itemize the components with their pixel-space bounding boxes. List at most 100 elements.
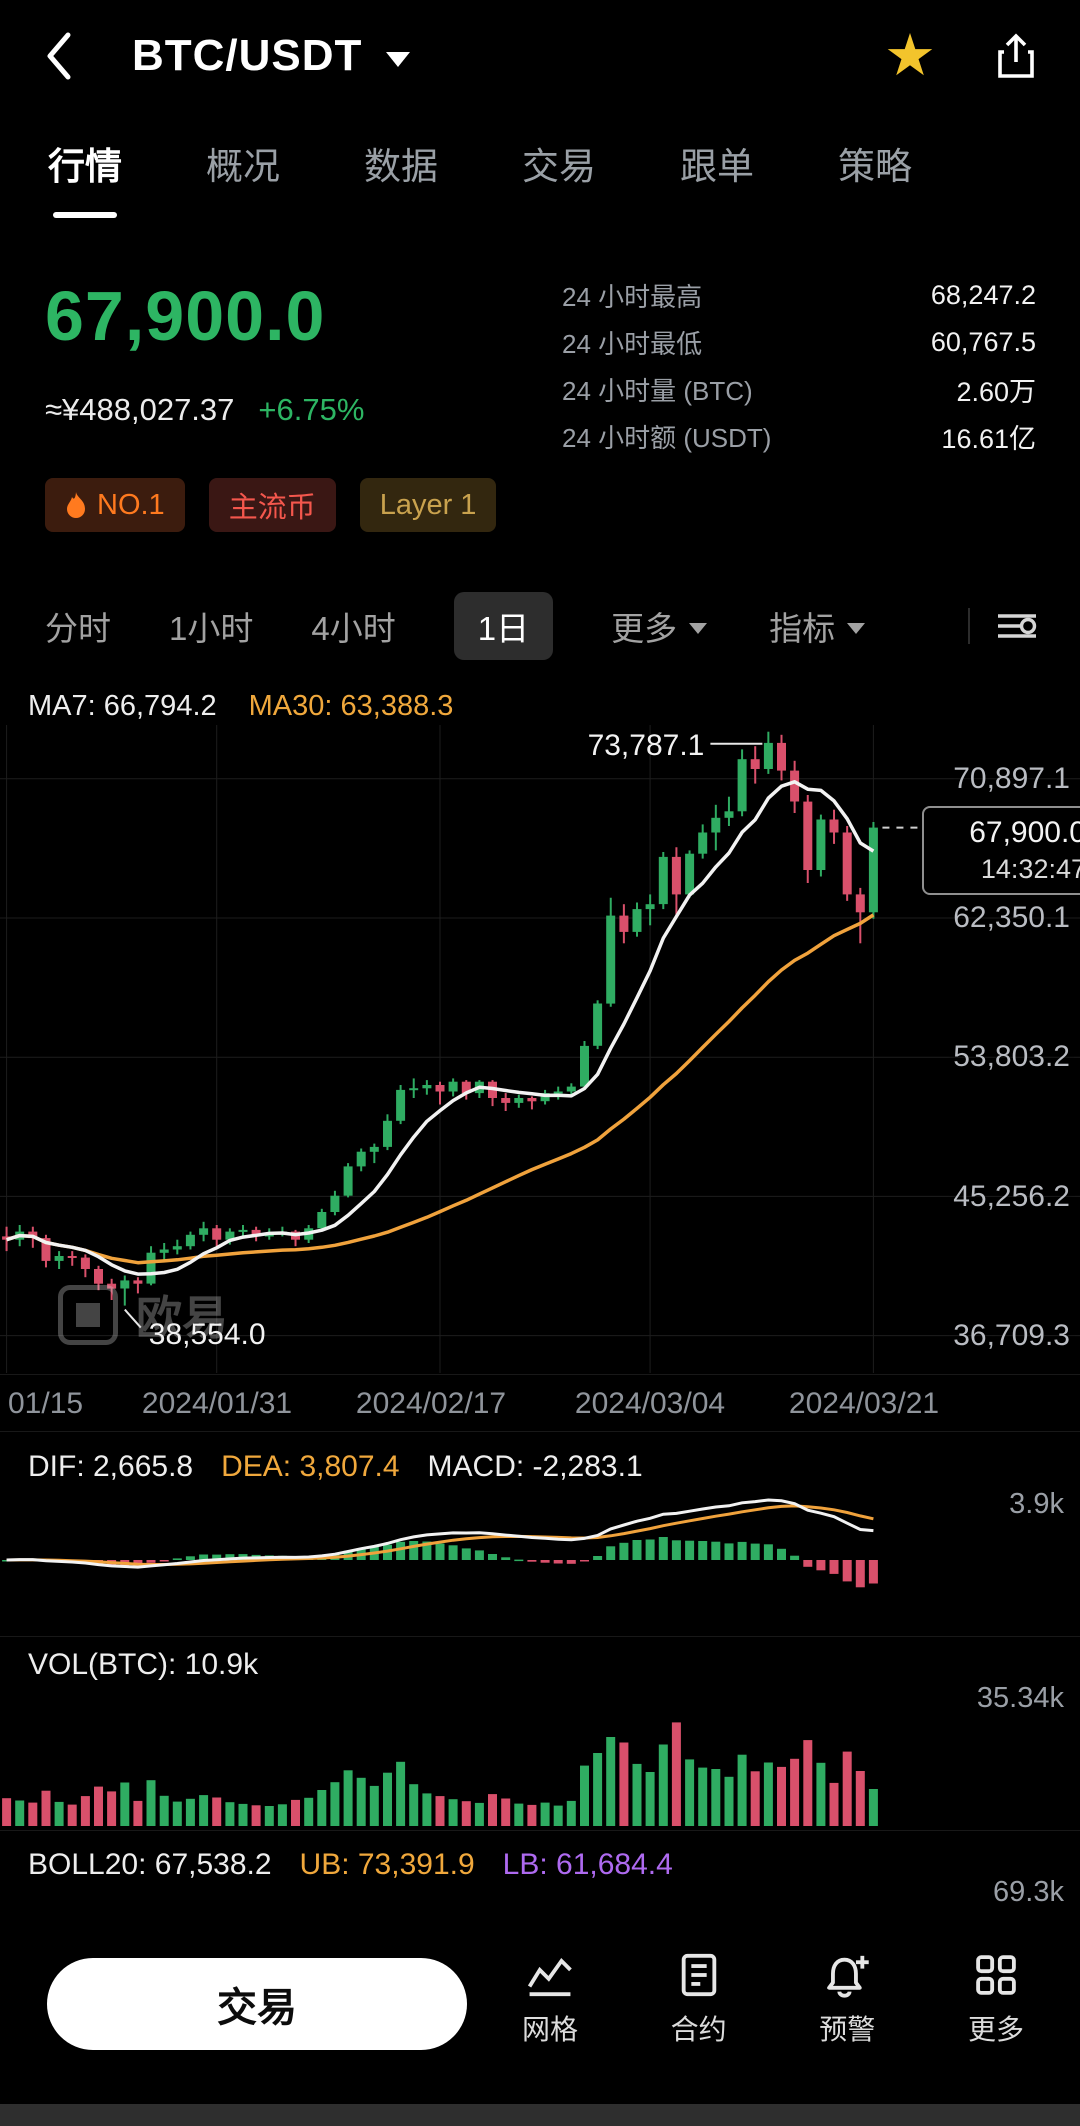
trade-button[interactable]: 交易	[47, 1958, 467, 2050]
tag-time: 14:32:47	[980, 853, 1080, 884]
x-axis: 01/15 2024/01/31 2024/02/17 2024/03/04 2…	[0, 1374, 1080, 1432]
lb-legend: LB: 61,684.4	[502, 1848, 673, 1881]
indicator-label: 指标	[769, 610, 836, 647]
chart-settings-icon[interactable]	[996, 610, 1040, 642]
macd-value-legend: MACD: -2,283.1	[427, 1450, 643, 1483]
last-price: 67,900.0	[45, 277, 326, 355]
vol-legend: VOL(BTC): 10.9k	[28, 1648, 258, 1682]
divider	[0, 1636, 1080, 1637]
token-badges: NO.1 主流币 Layer 1	[45, 478, 497, 532]
badge-rank[interactable]: NO.1	[45, 478, 185, 532]
alert-bell-icon	[827, 1955, 870, 1998]
fiat-value: ≈¥488,027.37	[45, 392, 235, 427]
ub-legend: UB: 73,391.9	[299, 1848, 475, 1881]
badge-layer1[interactable]: Layer 1	[359, 478, 497, 532]
tf-more-label: 更多	[611, 610, 678, 647]
more-grid-icon	[976, 1955, 1016, 1995]
boll-axis-max: 69.3k	[993, 1876, 1064, 1908]
tf-1d-selected[interactable]: 1日	[453, 592, 554, 660]
stat-label: 24 小时量 (BTC)	[562, 376, 753, 406]
tab-market[interactable]: 行情	[48, 136, 122, 218]
divider	[968, 608, 970, 644]
bottom-bar: 交易 网格 合约	[0, 1928, 1080, 2104]
low-annotation: 38,554.0	[148, 1317, 266, 1351]
back-button[interactable]	[42, 28, 82, 84]
ma-legend: MA7: 66,794.2 MA30: 63,388.3	[28, 690, 453, 723]
dif-legend: DIF: 2,665.8	[28, 1450, 194, 1483]
divider	[0, 1830, 1080, 1831]
top-bar: BTC/USDT ★	[0, 18, 1080, 94]
timeframe-bar: 分时 1小时 4小时 1日 更多 指标	[45, 592, 1040, 660]
tab-copy[interactable]: 跟单	[680, 146, 754, 187]
high-annotation: 73,787.1	[587, 728, 705, 762]
stat-value: 68,247.2	[930, 280, 1036, 310]
x-axis-label: 01/15	[8, 1387, 84, 1420]
action-label: 网格	[521, 2014, 578, 2045]
last-price-tag: 67,900.0 14:32:47	[922, 805, 1080, 895]
boll-value-legend: BOLL20: 67,538.2	[28, 1848, 272, 1881]
tf-4h[interactable]: 4小时	[311, 610, 396, 647]
grid-trading-button[interactable]: 网格	[494, 1952, 606, 2048]
watermark-text: 欧易	[136, 1292, 228, 1344]
tab-strategy[interactable]: 策略	[838, 146, 912, 187]
badge-label: 主流币	[228, 492, 316, 524]
share-icon[interactable]	[994, 32, 1038, 80]
volume-chart[interactable]	[0, 1700, 1080, 1826]
candlestick-chart[interactable]	[0, 725, 1080, 1373]
gesture-bar	[0, 2104, 1080, 2126]
y-axis-label: 45,256.2	[953, 1180, 1070, 1213]
boll-legend: BOLL20: 67,538.2 UB: 73,391.9 LB: 61,684…	[28, 1848, 673, 1882]
y-axis-label: 62,350.1	[953, 901, 1070, 934]
flame-icon	[67, 492, 85, 518]
favorite-star-icon[interactable]: ★	[884, 23, 936, 88]
contract-icon	[681, 1953, 716, 1997]
y-axis-label: 70,897.1	[953, 762, 1070, 795]
grid-trading-icon	[527, 1957, 572, 1997]
more-button[interactable]: 更多	[940, 1952, 1052, 2048]
vol-axis-max: 35.34k	[976, 1682, 1064, 1714]
macd-chart[interactable]	[0, 1492, 1080, 1624]
vol-value-legend: VOL(BTC): 10.9k	[28, 1648, 259, 1681]
macd-axis-max: 3.9k	[1009, 1488, 1064, 1520]
action-label: 预警	[819, 2014, 876, 2045]
macd-legend: DIF: 2,665.8 DEA: 3,807.4 MACD: -2,283.1	[28, 1450, 643, 1484]
ma7-legend: MA7: 66,794.2	[28, 690, 217, 722]
badge-mainstream[interactable]: 主流币	[208, 478, 336, 532]
chevron-down-icon	[386, 51, 411, 67]
pair-selector[interactable]: BTC/USDT	[132, 31, 411, 81]
indicator-dropdown[interactable]: 指标	[769, 602, 866, 650]
dea-legend: DEA: 3,807.4	[221, 1450, 400, 1483]
tf-minute[interactable]: 分时	[45, 610, 111, 647]
badge-label: NO.1	[97, 488, 165, 521]
action-label: 更多	[967, 2014, 1024, 2045]
tab-data[interactable]: 数据	[364, 146, 438, 187]
alert-button[interactable]: 预警	[791, 1952, 903, 2048]
ma30-legend: MA30: 63,388.3	[248, 690, 454, 722]
badge-label: Layer 1	[379, 488, 477, 521]
stat-label: 24 小时额 (USDT)	[562, 423, 772, 453]
y-axis-label: 36,709.3	[953, 1319, 1070, 1352]
chevron-down-icon	[847, 622, 866, 634]
chevron-down-icon	[689, 622, 708, 634]
x-axis-label: 2024/01/31	[141, 1387, 293, 1420]
tab-overview[interactable]: 概况	[206, 146, 280, 187]
stats-24h: 24 小时最高 68,247.2 24 小时最低 60,767.5 24 小时量 (…	[562, 272, 1036, 460]
watermark: 欧易	[58, 1282, 228, 1348]
tag-price: 67,900.0	[969, 815, 1080, 849]
x-axis-label: 2024/03/04	[574, 1387, 726, 1420]
tf-more-dropdown[interactable]: 更多	[611, 602, 708, 650]
tf-1h[interactable]: 1小时	[169, 610, 254, 647]
x-axis-label: 2024/02/17	[355, 1387, 507, 1420]
back-chevron-icon	[47, 32, 71, 80]
stat-label: 24 小时最高	[562, 282, 703, 312]
okx-logo-icon	[58, 1285, 118, 1345]
tab-trade[interactable]: 交易	[522, 146, 596, 187]
stat-value: 60,767.5	[930, 327, 1036, 357]
stat-value: 2.60万	[956, 377, 1036, 407]
y-axis-label: 53,803.2	[953, 1040, 1070, 1073]
page-title: BTC/USDT	[132, 31, 363, 80]
change-percent: +6.75%	[258, 392, 365, 427]
contract-button[interactable]: 合约	[643, 1952, 755, 2048]
x-axis-label: 2024/03/21	[788, 1387, 940, 1420]
